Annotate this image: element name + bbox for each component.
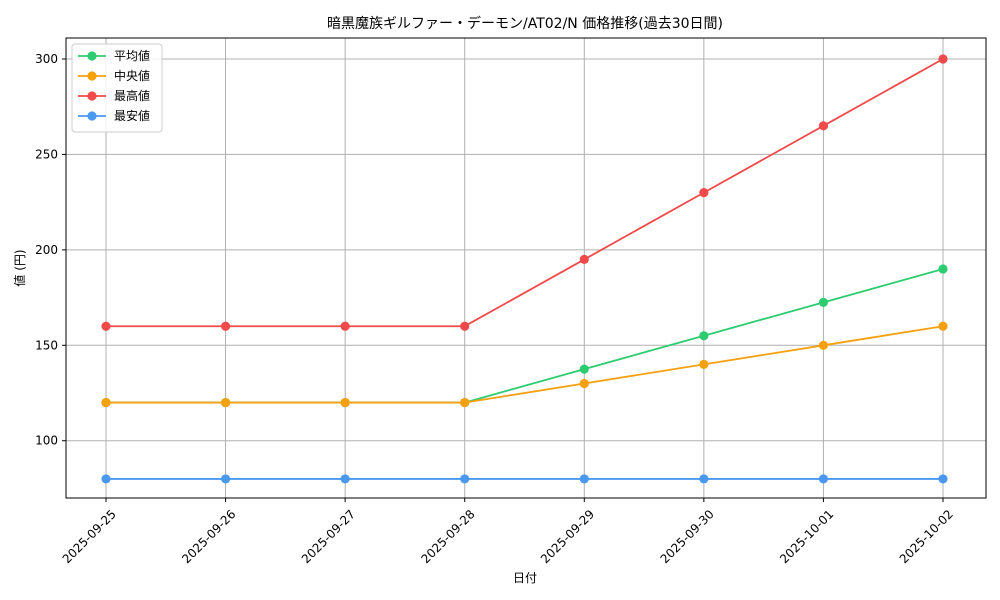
series-line bbox=[106, 58, 944, 328]
data-point bbox=[101, 474, 111, 484]
data-point bbox=[938, 474, 948, 484]
x-tick-label: 2025-09-27 bbox=[299, 507, 358, 566]
data-point bbox=[579, 378, 589, 389]
data-point bbox=[579, 364, 589, 374]
x-tick-label: 2025-10-02 bbox=[897, 507, 956, 566]
axes: 2025-09-25 2025-09-26 2025-09-27 2025-09-28… bbox=[35, 37, 987, 566]
data-point bbox=[460, 397, 470, 408]
series-3 bbox=[101, 474, 948, 484]
y-tick-label: 250 bbox=[35, 147, 58, 161]
y-tick-label: 100 bbox=[35, 434, 58, 448]
legend-label: 平均値 bbox=[114, 48, 150, 63]
data-point bbox=[340, 474, 350, 484]
series-1 bbox=[101, 321, 948, 408]
data-point bbox=[220, 474, 231, 484]
legend-marker bbox=[87, 91, 97, 101]
legend-marker bbox=[87, 51, 97, 61]
y-tick-label: 150 bbox=[35, 338, 58, 352]
chart-title: 暗黒魔族ギルファー・デーモン/AT02/N 価格推移(過去30日間) bbox=[327, 15, 723, 32]
data-point bbox=[818, 340, 829, 350]
data-point bbox=[101, 397, 111, 408]
data-point bbox=[699, 188, 709, 198]
data-point bbox=[101, 321, 111, 331]
y-axis-label: 値 (円) bbox=[12, 249, 27, 286]
series-0 bbox=[101, 264, 948, 408]
x-tick-label: 2025-09-30 bbox=[658, 507, 717, 566]
data-point bbox=[340, 397, 350, 408]
legend-label: 中央値 bbox=[114, 68, 150, 83]
legend-label: 最安値 bbox=[114, 108, 150, 123]
legend-marker bbox=[87, 111, 97, 121]
data-point bbox=[460, 321, 470, 331]
legend-marker bbox=[87, 71, 97, 81]
legend-box bbox=[71, 43, 163, 133]
x-tick-label: 2025-09-28 bbox=[418, 507, 477, 566]
data-point bbox=[340, 321, 350, 331]
data-point bbox=[579, 254, 589, 265]
x-tick-label: 2025-09-29 bbox=[538, 507, 597, 566]
y-tick-label: 300 bbox=[35, 52, 58, 66]
x-tick-label: 2025-09-26 bbox=[179, 507, 238, 566]
data-point bbox=[220, 397, 231, 408]
data-point bbox=[699, 359, 709, 369]
x-tick-label: 2025-10-01 bbox=[777, 507, 836, 566]
series-line bbox=[106, 325, 944, 404]
data-point bbox=[938, 321, 948, 331]
data-point bbox=[938, 54, 948, 64]
x-axis-label: 日付 bbox=[513, 571, 537, 585]
data-point bbox=[460, 474, 470, 484]
data-point bbox=[818, 121, 829, 131]
data-point bbox=[699, 331, 709, 341]
plot-frame bbox=[65, 37, 987, 499]
data-point bbox=[818, 474, 829, 484]
data-point bbox=[818, 297, 829, 307]
data-point bbox=[938, 264, 948, 274]
y-tick-label: 200 bbox=[35, 243, 58, 257]
x-tick-label: 2025-09-25 bbox=[60, 507, 119, 566]
grid bbox=[66, 38, 986, 498]
series-group bbox=[101, 54, 948, 484]
data-point bbox=[220, 321, 231, 331]
data-point bbox=[699, 474, 709, 484]
legend-label: 最高値 bbox=[114, 88, 150, 103]
series-line bbox=[106, 268, 944, 404]
series-2 bbox=[101, 54, 948, 331]
data-point bbox=[579, 474, 589, 484]
